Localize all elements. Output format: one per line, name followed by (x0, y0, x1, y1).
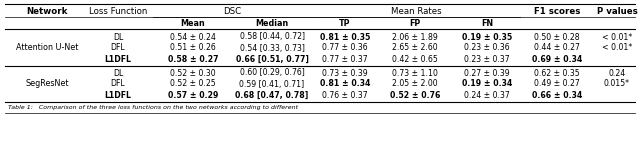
Text: 0.68 [0.47, 0.78]: 0.68 [0.47, 0.78] (236, 91, 308, 100)
Text: Table 1:   Comparison of the three loss functions on the two networks according : Table 1: Comparison of the three loss fu… (8, 105, 298, 111)
Text: F1 scores: F1 scores (534, 6, 580, 16)
Text: 0.49 ± 0.27: 0.49 ± 0.27 (534, 80, 580, 89)
Text: Attention U-Net: Attention U-Net (16, 44, 78, 52)
Text: 0.23 ± 0.37: 0.23 ± 0.37 (464, 55, 510, 63)
Text: 0.73 ± 0.39: 0.73 ± 0.39 (322, 69, 368, 78)
Text: 0.50 ± 0.28: 0.50 ± 0.28 (534, 32, 580, 41)
Text: FP: FP (410, 18, 420, 27)
Text: DL: DL (113, 32, 123, 41)
Text: 0.58 ± 0.27: 0.58 ± 0.27 (168, 55, 218, 63)
Text: P values: P values (596, 6, 637, 16)
Text: FN: FN (481, 18, 493, 27)
Text: 0.19 ± 0.35: 0.19 ± 0.35 (462, 32, 512, 41)
Text: 0.57 ± 0.29: 0.57 ± 0.29 (168, 91, 218, 100)
Text: 0.24 ± 0.37: 0.24 ± 0.37 (464, 91, 510, 100)
Text: L1DFL: L1DFL (104, 55, 131, 63)
Text: < 0.01*: < 0.01* (602, 44, 632, 52)
Text: DSC: DSC (223, 6, 241, 16)
Text: Loss Function: Loss Function (89, 6, 147, 16)
Text: 0.77 ± 0.36: 0.77 ± 0.36 (322, 44, 368, 52)
Text: 0.52 ± 0.76: 0.52 ± 0.76 (390, 91, 440, 100)
Text: DFL: DFL (111, 44, 125, 52)
Text: 0.66 [0.51, 0.77]: 0.66 [0.51, 0.77] (236, 55, 308, 63)
Text: 2.05 ± 2.00: 2.05 ± 2.00 (392, 80, 438, 89)
Text: 2.65 ± 2.60: 2.65 ± 2.60 (392, 44, 438, 52)
Text: 0.24: 0.24 (609, 69, 626, 78)
Text: Mean: Mean (180, 18, 205, 27)
Text: 0.81 ± 0.35: 0.81 ± 0.35 (320, 32, 370, 41)
Text: 0.69 ± 0.34: 0.69 ± 0.34 (532, 55, 582, 63)
Text: 0.54 ± 0.24: 0.54 ± 0.24 (170, 32, 216, 41)
Text: DL: DL (113, 69, 123, 78)
Text: 0.62 ± 0.35: 0.62 ± 0.35 (534, 69, 580, 78)
Text: 0.19 ± 0.34: 0.19 ± 0.34 (462, 80, 512, 89)
Text: 0.015*: 0.015* (604, 80, 630, 89)
Text: 0.51 ± 0.26: 0.51 ± 0.26 (170, 44, 216, 52)
Text: 0.73 ± 1.10: 0.73 ± 1.10 (392, 69, 438, 78)
Text: L1DFL: L1DFL (104, 91, 131, 100)
Text: Network: Network (26, 6, 68, 16)
Text: 0.44 ± 0.27: 0.44 ± 0.27 (534, 44, 580, 52)
Text: 0.52 ± 0.30: 0.52 ± 0.30 (170, 69, 216, 78)
Text: 0.81 ± 0.34: 0.81 ± 0.34 (320, 80, 371, 89)
Text: 2.06 ± 1.89: 2.06 ± 1.89 (392, 32, 438, 41)
Text: 0.27 ± 0.39: 0.27 ± 0.39 (464, 69, 510, 78)
Text: 0.76 ± 0.37: 0.76 ± 0.37 (322, 91, 368, 100)
Text: TP: TP (339, 18, 351, 27)
Text: 0.66 ± 0.34: 0.66 ± 0.34 (532, 91, 582, 100)
Text: SegResNet: SegResNet (25, 80, 68, 89)
Text: 0.54 [0.33, 0.73]: 0.54 [0.33, 0.73] (239, 44, 305, 52)
Text: 0.42 ± 0.65: 0.42 ± 0.65 (392, 55, 438, 63)
Text: 0.77 ± 0.37: 0.77 ± 0.37 (322, 55, 368, 63)
Text: 0.60 [0.29, 0.76]: 0.60 [0.29, 0.76] (239, 69, 305, 78)
Text: 0.23 ± 0.36: 0.23 ± 0.36 (464, 44, 510, 52)
Text: 0.52 ± 0.25: 0.52 ± 0.25 (170, 80, 216, 89)
Text: < 0.01*: < 0.01* (602, 32, 632, 41)
Text: DFL: DFL (111, 80, 125, 89)
Text: Mean Rates: Mean Rates (390, 6, 442, 16)
Text: 0.58 [0.44, 0.72]: 0.58 [0.44, 0.72] (239, 32, 305, 41)
Text: 0.59 [0.41, 0.71]: 0.59 [0.41, 0.71] (239, 80, 305, 89)
Text: Median: Median (255, 18, 289, 27)
